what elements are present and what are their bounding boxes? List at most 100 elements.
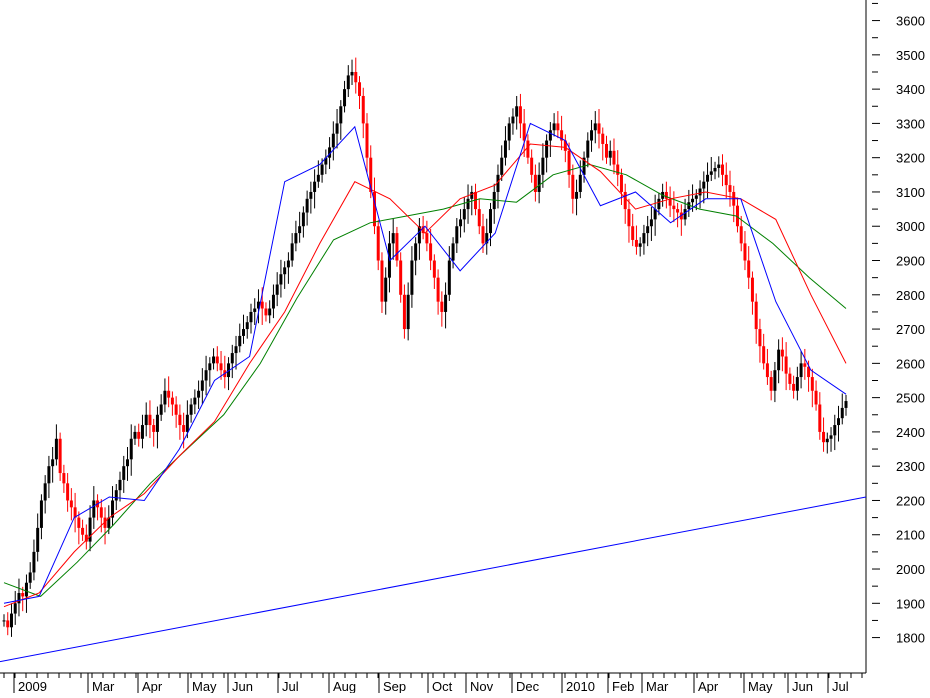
y-tick-label: 2000 — [896, 562, 925, 577]
candle-body — [298, 226, 302, 234]
x-tick-label: Jul — [282, 679, 299, 693]
candle-body — [294, 233, 298, 244]
candle-body — [331, 133, 335, 148]
candle-body — [488, 209, 492, 234]
candle-body — [646, 226, 650, 234]
candle-body — [765, 363, 769, 378]
candle-body — [518, 106, 522, 124]
y-tick-label: 3300 — [896, 116, 925, 131]
candle-body — [339, 106, 343, 124]
y-tick-label: 1800 — [896, 631, 925, 646]
candle-body — [664, 191, 668, 199]
candle-body — [245, 322, 249, 330]
candle-body — [634, 239, 638, 247]
candle-body — [417, 226, 421, 244]
candle-body — [777, 349, 781, 371]
candle-body — [837, 418, 841, 426]
candle-body — [717, 164, 721, 168]
y-tick-label: 2100 — [896, 528, 925, 543]
candle-body — [799, 363, 803, 378]
candle-body — [122, 466, 126, 480]
candle-body — [560, 130, 564, 141]
trendline — [0, 496, 867, 663]
candle-body — [178, 414, 182, 426]
candle-body — [503, 140, 507, 158]
candle-body — [69, 500, 73, 508]
candle-body — [148, 414, 152, 426]
candle-body — [103, 517, 107, 528]
candle-body — [358, 82, 362, 96]
candle-body — [372, 191, 376, 227]
candle-body — [24, 582, 28, 597]
candle-body — [62, 473, 66, 484]
candle-body — [174, 404, 178, 415]
x-tick-label: Dec — [516, 679, 540, 693]
candle-body — [6, 620, 10, 628]
candle-body — [556, 123, 560, 131]
candle-body — [425, 233, 429, 244]
candle-body — [137, 431, 141, 439]
candle-body — [462, 209, 466, 220]
ma-short-line — [3, 122, 847, 604]
candle-body — [721, 164, 725, 175]
candle-body — [286, 260, 290, 268]
candle-body — [691, 198, 695, 203]
x-tick-label: Aug — [333, 679, 356, 693]
candle-body — [515, 106, 519, 117]
candle-body — [668, 198, 672, 206]
candle-body — [694, 195, 698, 199]
candle-body — [159, 404, 163, 415]
candle-body — [58, 438, 62, 474]
candle-body — [601, 133, 605, 144]
candle-body — [762, 346, 766, 364]
candle-body — [256, 301, 260, 309]
candle-body — [807, 366, 811, 378]
candle-body — [537, 174, 541, 192]
candle-body — [530, 157, 534, 175]
candle-body — [36, 527, 40, 552]
candle-body — [672, 205, 676, 210]
candle-body — [219, 363, 223, 371]
y-tick-label: 3200 — [896, 151, 925, 166]
candle-body — [365, 123, 369, 158]
candle-body — [21, 593, 25, 597]
candle-body — [773, 370, 777, 391]
candle-body — [803, 363, 807, 367]
candle-body — [395, 233, 399, 261]
candle-body — [522, 123, 526, 141]
candle-body — [268, 308, 272, 316]
candle-body — [66, 483, 70, 501]
x-tick-label: Mar — [646, 679, 669, 693]
candle-body — [283, 267, 287, 275]
x-tick-label: 2010 — [566, 679, 595, 693]
candle-body — [481, 226, 485, 244]
y-tick-label: 2300 — [896, 459, 925, 474]
candle-body — [571, 174, 575, 199]
candle-body — [346, 75, 350, 90]
candle-body — [391, 233, 395, 244]
candle-body — [747, 260, 751, 278]
candle-body — [197, 390, 201, 398]
candle-body — [185, 414, 189, 432]
candle-body — [769, 377, 773, 391]
y-tick-label: 1900 — [896, 596, 925, 611]
candle-body — [43, 483, 47, 501]
candle-body — [17, 593, 21, 604]
candle-body — [466, 198, 470, 210]
candle-body — [54, 438, 58, 460]
candle-body — [619, 174, 623, 192]
candle-body — [189, 404, 193, 415]
candle-body — [526, 140, 530, 158]
candle-body — [81, 527, 85, 535]
candle-body — [511, 116, 515, 124]
candle-body — [829, 435, 833, 439]
candle-body — [833, 425, 837, 436]
candle-body — [170, 397, 174, 405]
candle-body — [649, 219, 653, 227]
candle-body — [144, 414, 148, 426]
candle-body — [313, 181, 317, 192]
candle-body — [500, 157, 504, 175]
